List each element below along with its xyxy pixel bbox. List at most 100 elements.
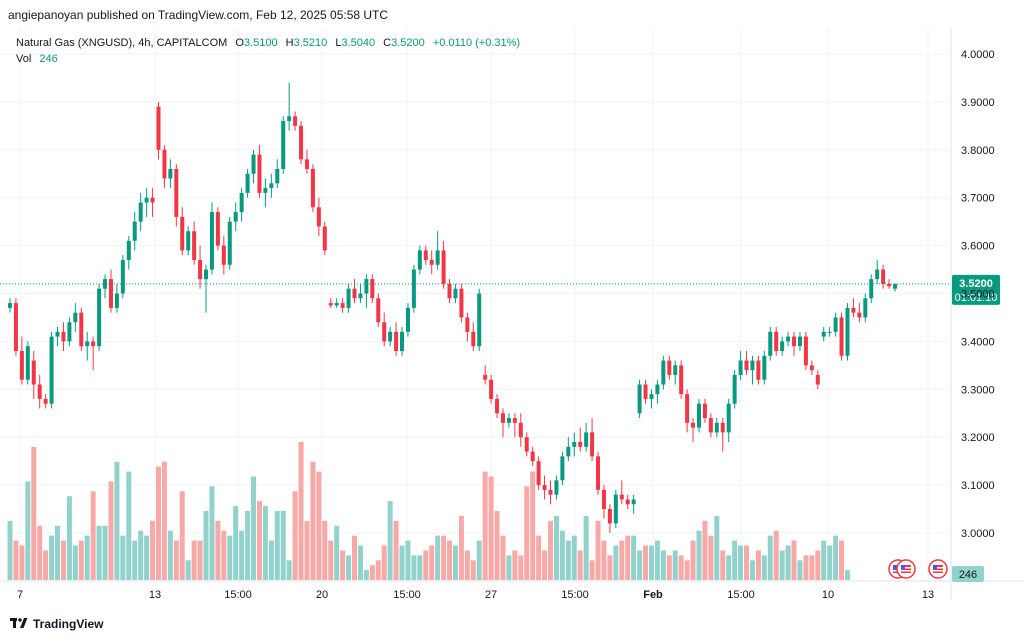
- volume-bar: [779, 550, 785, 580]
- volume-bar: [102, 525, 108, 580]
- volume-bar: [441, 535, 447, 580]
- tradingview-footer[interactable]: TradingView: [10, 617, 103, 631]
- volume-bar: [60, 540, 66, 580]
- candle: [536, 456, 541, 490]
- volume-bar: [714, 515, 720, 580]
- volume-bar: [684, 560, 690, 580]
- y-tick-label: 3.6000: [961, 241, 995, 253]
- candle: [245, 168, 250, 198]
- volume-bar: [346, 555, 352, 580]
- us-flag-event-icon: [928, 559, 948, 579]
- candle: [625, 494, 630, 510]
- candle: [25, 341, 30, 385]
- candle-body: [251, 154, 256, 174]
- legend-symbol[interactable]: Natural Gas (XNGUSD), 4h, CAPITALCOM: [16, 37, 228, 49]
- candle-body: [192, 231, 197, 260]
- legend-volume-row: Vol 246: [16, 51, 520, 67]
- chart-grid: [0, 28, 1024, 600]
- volume-bar: [13, 540, 19, 580]
- candle: [619, 480, 624, 505]
- time-axis[interactable]: 7 13 15:00 20 15:00 27 15:00 Feb 15:00 10 13: [17, 589, 934, 601]
- legend-close-value: 3.5200: [391, 37, 425, 49]
- volume-bar: [571, 535, 577, 580]
- candle-body: [500, 413, 505, 423]
- volume-bar: [114, 461, 120, 580]
- volume-bar: [637, 550, 643, 580]
- volume-bar: [803, 555, 809, 580]
- candle-body: [827, 331, 832, 333]
- candle-body: [821, 331, 826, 337]
- legend-open-value: 3.5100: [243, 37, 278, 49]
- volume-bar: [227, 535, 233, 580]
- candle: [43, 394, 48, 409]
- candle-body: [287, 116, 292, 122]
- volume-bar: [399, 545, 405, 580]
- candle-body: [560, 456, 565, 481]
- candle-body: [376, 298, 381, 323]
- volume-bar: [476, 540, 482, 580]
- candle-body: [245, 173, 250, 193]
- volume-bar: [827, 545, 833, 580]
- candle: [316, 197, 321, 237]
- volume-bar: [132, 540, 138, 580]
- chart-legend: Natural Gas (XNGUSD), 4h, CAPITALCOM O3.…: [16, 35, 520, 67]
- candle-body: [198, 259, 203, 280]
- candle: [447, 279, 452, 304]
- candle-body: [150, 197, 155, 203]
- candle: [554, 475, 559, 500]
- volume-bar: [280, 511, 286, 580]
- volume-bar: [144, 535, 150, 580]
- candle-body: [619, 494, 624, 500]
- x-tick-label: 15:00: [224, 589, 252, 601]
- candle-body: [43, 398, 48, 404]
- candle-body: [518, 422, 523, 438]
- last-price-badge: [952, 274, 1000, 305]
- candle-body: [637, 384, 642, 414]
- volume-bar: [542, 550, 548, 580]
- volume-bar: [601, 540, 607, 580]
- candle: [334, 298, 339, 308]
- volume-bar: [55, 525, 61, 580]
- volume-bar: [619, 540, 625, 580]
- candle-body: [477, 293, 482, 347]
- x-tick-label: 13: [922, 589, 934, 601]
- candle-body: [566, 446, 571, 457]
- candle-body: [411, 269, 416, 308]
- volume-bar: [191, 540, 197, 580]
- candle: [67, 317, 72, 347]
- volume-bar: [797, 560, 803, 580]
- candle-body: [679, 365, 684, 395]
- event-flag-white-stripe: [933, 570, 943, 572]
- legend-volume-label[interactable]: Vol: [16, 53, 32, 65]
- candle: [73, 303, 78, 332]
- volume-bar: [161, 461, 167, 580]
- volume-bar: [215, 520, 221, 580]
- candle: [887, 279, 892, 289]
- volume-bar: [66, 496, 72, 580]
- candle-body: [79, 312, 84, 347]
- x-tick-label: 15:00: [727, 589, 755, 601]
- volume-bar: [464, 550, 470, 580]
- volume-bar: [482, 471, 488, 580]
- volume-bar: [310, 461, 316, 580]
- volume-bar: [447, 540, 453, 580]
- candle-body: [340, 303, 345, 308]
- x-tick-label: 20: [316, 589, 328, 601]
- candle-body: [209, 212, 214, 270]
- volume-bar: [583, 515, 589, 580]
- candle: [162, 145, 167, 189]
- candle: [61, 322, 66, 351]
- candle: [293, 111, 298, 131]
- candle-body: [85, 341, 90, 347]
- candle-body: [839, 317, 844, 356]
- candle: [411, 264, 416, 313]
- candle-body: [138, 202, 143, 222]
- price-axis[interactable]: 4.0000 3.9000 3.8000 3.7000 3.6000 3.5000 3.40…: [961, 49, 995, 540]
- volume-bar: [815, 550, 821, 580]
- y-tick-label: 3.5000: [961, 289, 995, 301]
- candle-body: [667, 360, 672, 375]
- candle-body: [572, 441, 577, 447]
- candle: [560, 451, 565, 486]
- candle: [441, 240, 446, 289]
